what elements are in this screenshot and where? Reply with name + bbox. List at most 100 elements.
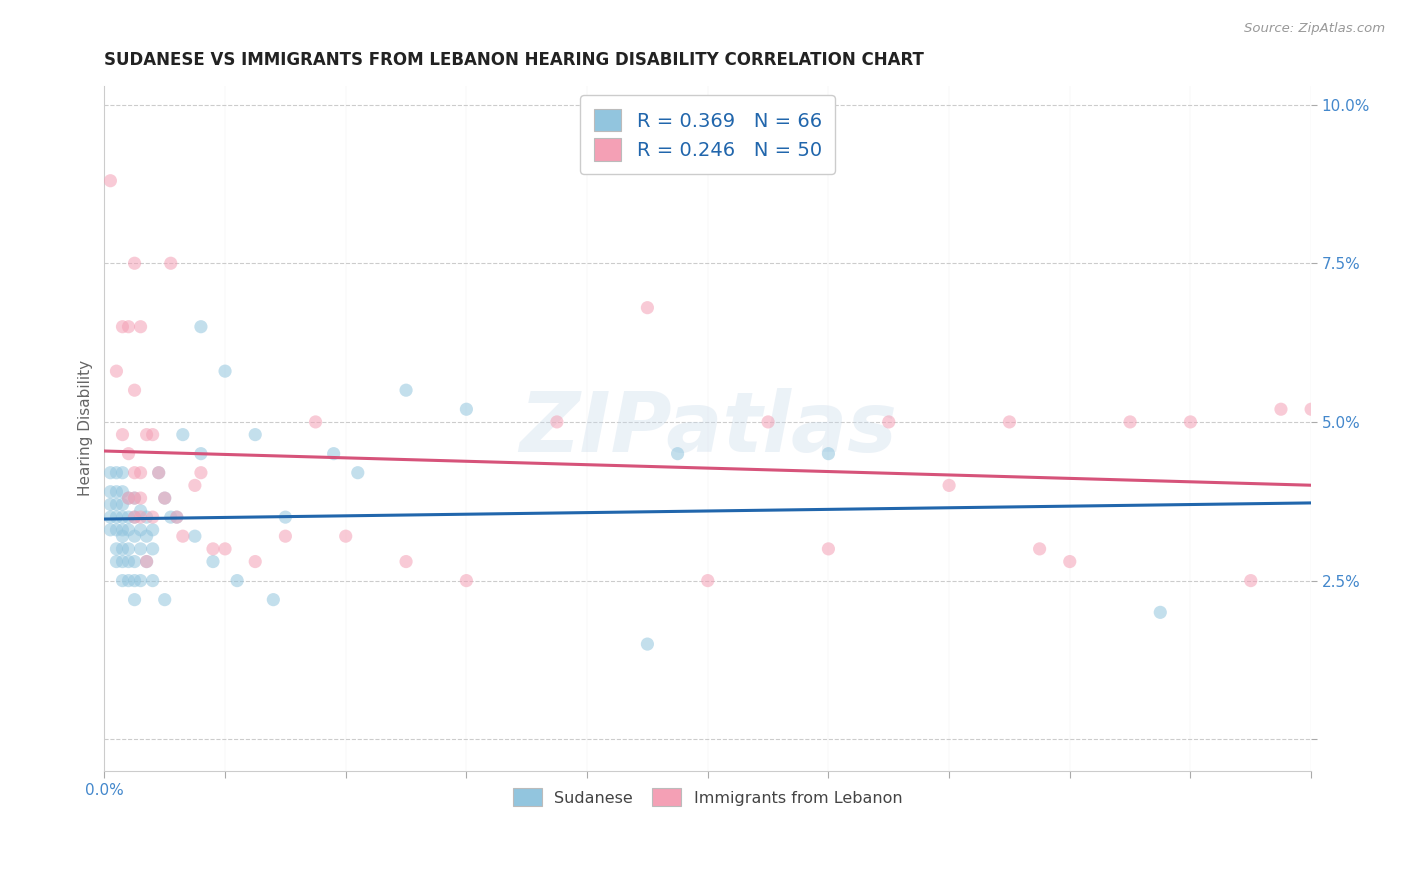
- Point: [166, 510, 188, 524]
- Point: [135, 555, 157, 569]
- Point: [124, 510, 146, 524]
- Point: [124, 510, 146, 524]
- Point: [105, 466, 128, 480]
- Point: [100, 510, 122, 524]
- Point: [756, 415, 779, 429]
- Point: [135, 510, 157, 524]
- Point: [111, 427, 134, 442]
- Point: [100, 498, 122, 512]
- Point: [190, 319, 212, 334]
- Point: [245, 555, 267, 569]
- Point: [1028, 541, 1050, 556]
- Point: [129, 574, 152, 588]
- Point: [166, 510, 188, 524]
- Point: [1149, 605, 1171, 619]
- Text: Source: ZipAtlas.com: Source: ZipAtlas.com: [1244, 22, 1385, 36]
- Point: [105, 541, 128, 556]
- Point: [111, 466, 134, 480]
- Point: [1059, 555, 1081, 569]
- Point: [135, 555, 157, 569]
- Point: [304, 415, 326, 429]
- Point: [142, 574, 165, 588]
- Point: [111, 510, 134, 524]
- Point: [172, 529, 194, 543]
- Point: [142, 541, 165, 556]
- Point: [201, 541, 224, 556]
- Point: [159, 510, 181, 524]
- Point: [335, 529, 357, 543]
- Point: [124, 555, 146, 569]
- Point: [111, 555, 134, 569]
- Point: [148, 466, 170, 480]
- Point: [190, 466, 212, 480]
- Point: [129, 541, 152, 556]
- Point: [105, 364, 128, 378]
- Point: [100, 523, 122, 537]
- Point: [105, 484, 128, 499]
- Point: [877, 415, 900, 429]
- Point: [666, 447, 689, 461]
- Point: [1240, 574, 1263, 588]
- Point: [129, 491, 152, 505]
- Point: [226, 574, 249, 588]
- Point: [129, 510, 152, 524]
- Point: [214, 364, 236, 378]
- Point: [124, 491, 146, 505]
- Point: [938, 478, 960, 492]
- Point: [129, 523, 152, 537]
- Point: [100, 174, 122, 188]
- Point: [117, 447, 139, 461]
- Point: [111, 523, 134, 537]
- Point: [201, 555, 224, 569]
- Point: [153, 491, 176, 505]
- Point: [124, 256, 146, 270]
- Point: [636, 637, 658, 651]
- Point: [129, 466, 152, 480]
- Point: [142, 427, 165, 442]
- Point: [1180, 415, 1202, 429]
- Legend: Sudanese, Immigrants from Lebanon: Sudanese, Immigrants from Lebanon: [505, 780, 911, 814]
- Point: [817, 541, 839, 556]
- Point: [129, 504, 152, 518]
- Point: [124, 466, 146, 480]
- Point: [111, 498, 134, 512]
- Point: [135, 427, 157, 442]
- Point: [817, 447, 839, 461]
- Text: SUDANESE VS IMMIGRANTS FROM LEBANON HEARING DISABILITY CORRELATION CHART: SUDANESE VS IMMIGRANTS FROM LEBANON HEAR…: [104, 51, 924, 69]
- Point: [184, 478, 207, 492]
- Point: [546, 415, 568, 429]
- Point: [129, 319, 152, 334]
- Point: [111, 574, 134, 588]
- Point: [117, 319, 139, 334]
- Point: [1270, 402, 1292, 417]
- Point: [117, 574, 139, 588]
- Point: [135, 529, 157, 543]
- Point: [117, 510, 139, 524]
- Point: [696, 574, 718, 588]
- Point: [124, 383, 146, 397]
- Point: [117, 523, 139, 537]
- Point: [172, 427, 194, 442]
- Point: [142, 510, 165, 524]
- Point: [153, 592, 176, 607]
- Point: [124, 574, 146, 588]
- Point: [117, 491, 139, 505]
- Point: [105, 555, 128, 569]
- Point: [105, 498, 128, 512]
- Point: [184, 529, 207, 543]
- Point: [998, 415, 1021, 429]
- Point: [100, 484, 122, 499]
- Point: [117, 491, 139, 505]
- Point: [1301, 402, 1323, 417]
- Point: [636, 301, 658, 315]
- Point: [153, 491, 176, 505]
- Point: [105, 510, 128, 524]
- Point: [111, 484, 134, 499]
- Point: [148, 466, 170, 480]
- Point: [111, 529, 134, 543]
- Point: [142, 523, 165, 537]
- Point: [105, 523, 128, 537]
- Point: [159, 256, 181, 270]
- Point: [117, 555, 139, 569]
- Point: [117, 541, 139, 556]
